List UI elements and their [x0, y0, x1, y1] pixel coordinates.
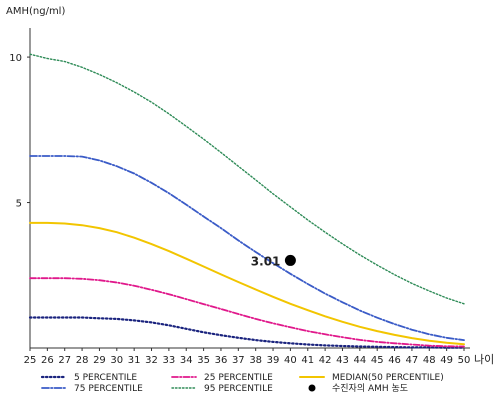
x-tick-label: 45: [371, 355, 384, 366]
highlight-point-group: 3.01: [251, 254, 296, 268]
x-tick-label: 26: [41, 355, 54, 366]
y-axis-title: AMH(ng/ml): [6, 6, 65, 17]
x-tick-label: 32: [145, 355, 158, 366]
x-tick-label: 25: [24, 355, 37, 366]
series-line-2: [29, 221, 465, 346]
x-tick-label: 44: [353, 355, 366, 366]
y-ticks: 5 10: [9, 53, 30, 210]
x-ticks: 25 26 27 28 29 30 31 32 33 34 35 36 37 38 39 40 41 42 43 44…: [24, 348, 471, 366]
x-tick-label: 30: [110, 355, 123, 366]
x-tick-label: 37: [232, 355, 245, 366]
legend: 5 PERCENTILE 25 PERCENTILE MEDIAN(50 PERCE…: [40, 373, 444, 394]
x-tick-label: 36: [215, 355, 228, 366]
series-line-1: [29, 277, 465, 348]
x-tick-label: 29: [93, 355, 106, 366]
x-tick-label: 39: [267, 355, 280, 366]
x-tick-label: 49: [440, 355, 453, 366]
x-tick-label: 40: [284, 355, 297, 366]
x-tick-label: 31: [128, 355, 141, 366]
legend-label-0: 5 PERCENTILE: [74, 373, 137, 383]
series-lines: [28, 53, 466, 349]
x-tick-label: 47: [406, 355, 419, 366]
x-tick-label: 34: [180, 355, 193, 366]
x-tick-label: 41: [301, 355, 314, 366]
y-tick-label: 5: [16, 199, 22, 210]
legend-label-point: 수진자의 AMH 농도: [332, 383, 408, 394]
x-tick-label: 33: [163, 355, 176, 366]
x-tick-label: 28: [76, 355, 89, 366]
patient-amh-value: 3.01: [251, 254, 281, 268]
x-tick-label: 35: [197, 355, 210, 366]
x-tick-label: 50: [458, 355, 471, 366]
y-tick-label: 10: [9, 53, 22, 64]
patient-amh-point: [284, 254, 296, 266]
legend-label-3: 75 PERCENTILE: [74, 384, 143, 394]
x-tick-label: 43: [336, 355, 349, 366]
x-tick-label: 38: [249, 355, 262, 366]
x-tick-label: 27: [58, 355, 71, 366]
x-tick-label: 46: [388, 355, 401, 366]
series-line-0: [28, 316, 466, 349]
legend-swatch-point: [308, 384, 316, 392]
legend-label-2: MEDIAN(50 PERCENTILE): [332, 373, 444, 383]
legend-label-1: 25 PERCENTILE: [204, 373, 273, 383]
series-line-4: [29, 53, 465, 305]
series-line-3: [29, 155, 465, 341]
legend-label-4: 95 PERCENTILE: [204, 384, 273, 394]
x-tick-label: 42: [319, 355, 332, 366]
x-axis-title: 나이: [474, 353, 494, 366]
x-tick-label: 48: [423, 355, 436, 366]
